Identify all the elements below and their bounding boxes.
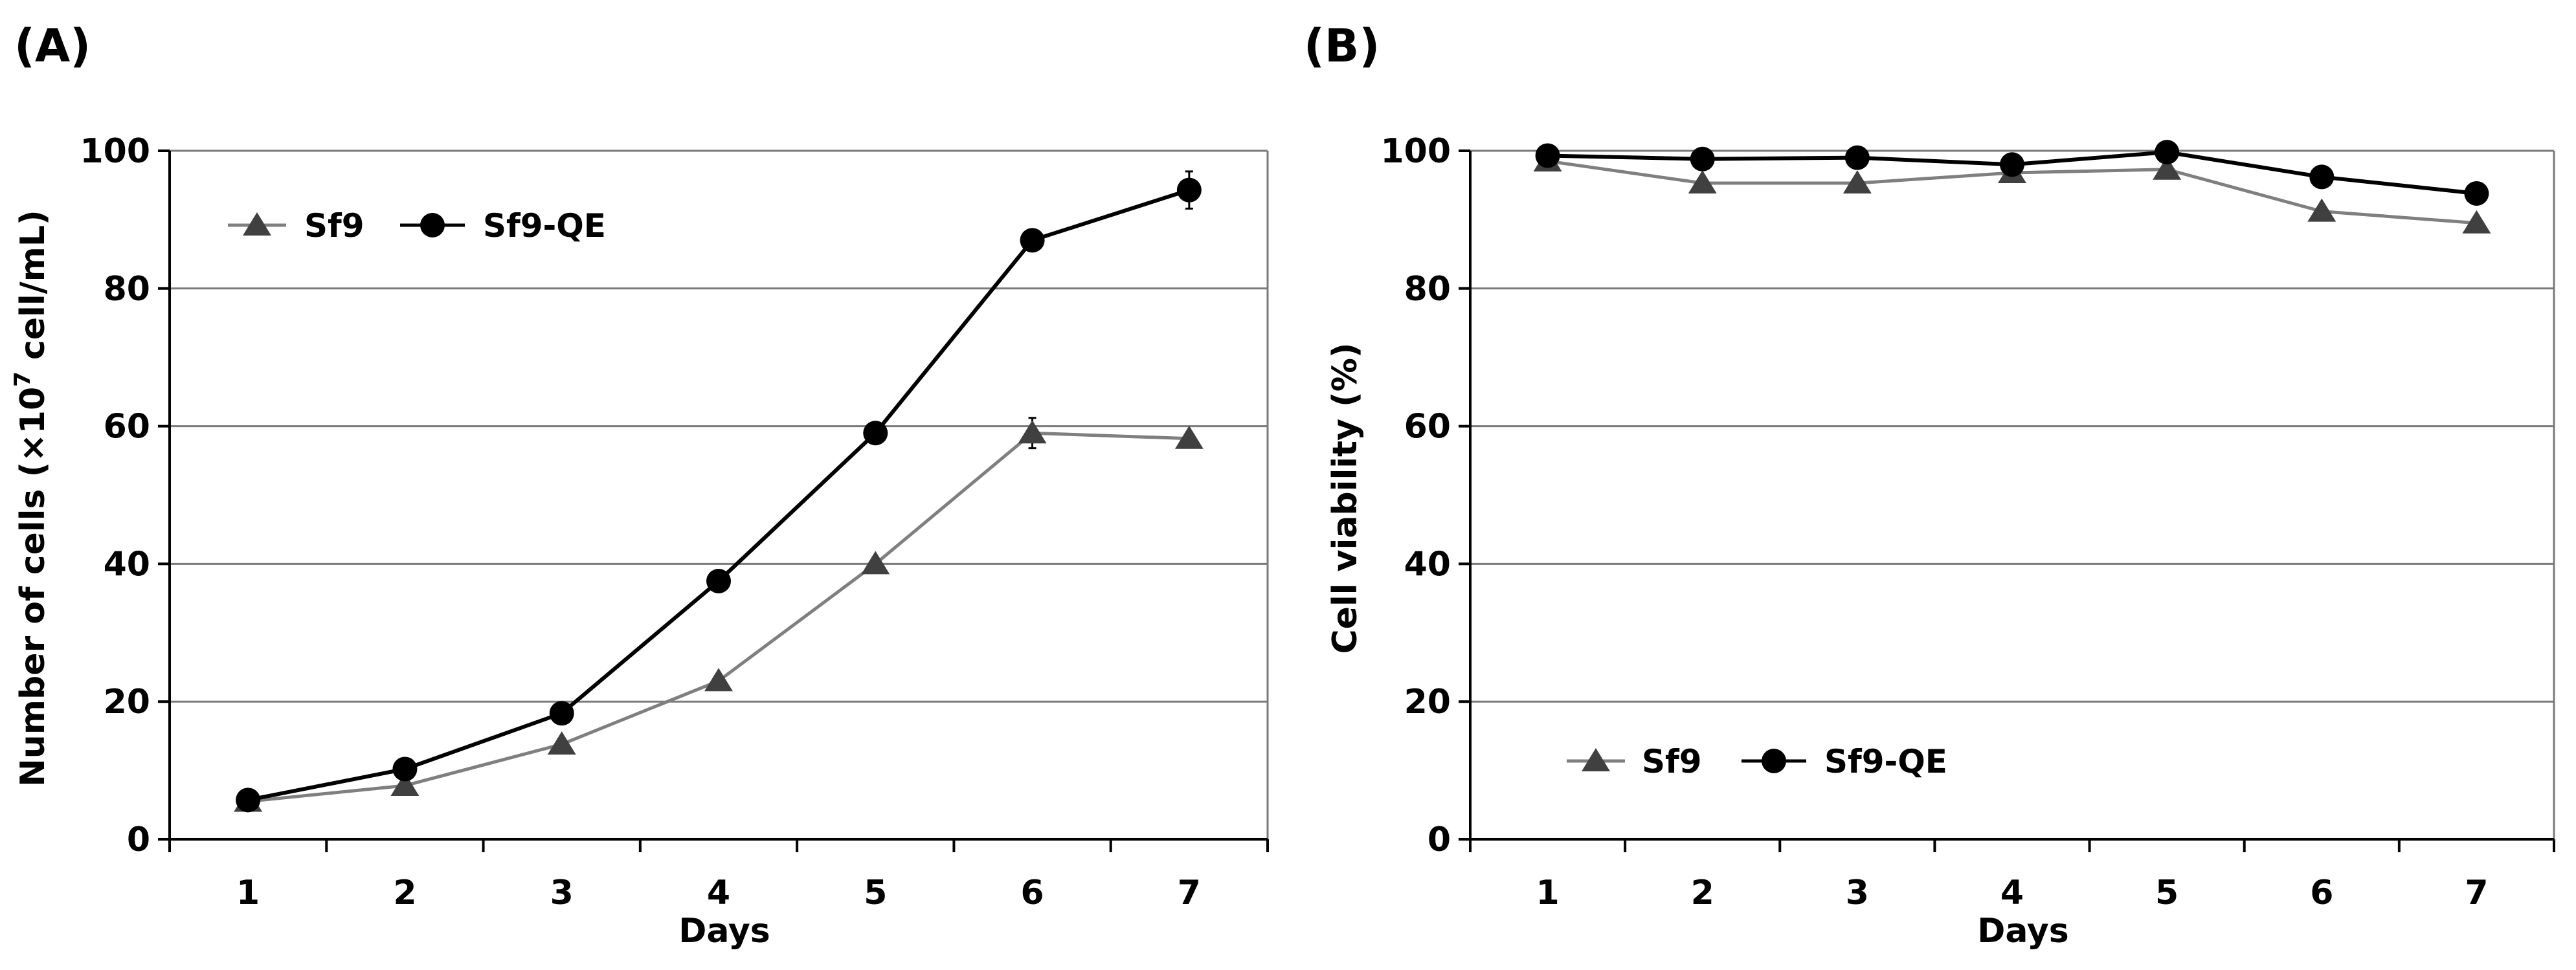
panel-b-series <box>1533 140 2491 234</box>
panel-a-x-tick-label: 7 <box>1178 874 1201 912</box>
panel-b-point-sf9qe-day-4 <box>2000 152 2024 177</box>
panel-a-point-sf9qe-day-6 <box>1020 228 1045 253</box>
panel-a-point-sf9qe-day-4 <box>706 569 731 593</box>
panel-a-point-sf9qe-day-5 <box>863 421 888 446</box>
panel-a-x-axis-title: Days <box>678 912 770 951</box>
panel-b-y-tick-label: 60 <box>1404 408 1451 446</box>
panel-b-point-sf9qe-day-1 <box>1535 143 1560 168</box>
panel-a-axes <box>158 149 1269 852</box>
panel-b-axes <box>1459 149 2555 852</box>
panel-b-x-tick-label: 5 <box>2155 874 2178 912</box>
panel-a-point-sf9qe-day-7 <box>1176 177 1202 203</box>
panel-b-x-axis-title: Days <box>1977 912 2069 951</box>
panel-a-point-sf9-day-3 <box>547 731 576 755</box>
panel-b-y-tick-label: 40 <box>1404 545 1451 584</box>
panel-a-y-tick-label: 0 <box>127 821 150 859</box>
panel-b-y-axis-title: Cell viability (%) <box>1326 342 1365 654</box>
panel-a-gridlines <box>170 149 1268 703</box>
panel-b-legend-sf9qe-label: Sf9-QE <box>1824 743 1947 780</box>
panel-a-point-sf9-day-2 <box>390 773 420 797</box>
panel-b-x-tick-label: 3 <box>1846 874 1869 912</box>
panel-b: (B) 0 20 40 60 80 100 1 2 3 4 5 6 7 Days Cell viabi… <box>1304 19 2555 951</box>
panel-a-point-sf9-day-6 <box>1018 420 1047 444</box>
panel-a-y-axis-title-exponent: 7 <box>10 371 36 387</box>
panel-b-y-tick-label: 100 <box>1380 132 1451 171</box>
panel-a-point-sf9-day-4 <box>704 668 733 692</box>
panel-b-y-tick-labels: 0 20 40 60 80 100 <box>1380 132 1451 859</box>
panel-b-point-sf9qe-day-7 <box>2464 181 2489 206</box>
panel-a-x-tick-label: 1 <box>236 874 260 912</box>
panel-b-legend-sf9-triangle-icon <box>1582 748 1610 771</box>
panel-b-x-tick-label: 1 <box>1536 874 1559 912</box>
panel-a-x-tick-label: 5 <box>864 874 887 912</box>
panel-a-series-sf9-line <box>247 431 1189 803</box>
panel-a-y-axis-title-prefix: Number of cells (×10 <box>14 387 52 787</box>
panel-a-y-tick-label: 40 <box>104 545 150 584</box>
panel-b-point-sf9-day-6 <box>2307 198 2336 222</box>
panel-b-point-sf9qe-day-5 <box>2155 140 2180 165</box>
panel-a-legend-sf9qe-label: Sf9-QE <box>483 207 606 245</box>
panel-a-x-tick-label: 4 <box>707 874 730 912</box>
panel-a-series <box>234 177 1204 813</box>
panel-b-legend-sf9-label: Sf9 <box>1642 743 1702 780</box>
panel-a-point-sf9-day-5 <box>861 551 890 575</box>
panel-b-y-axis-title-text: Cell viability (%) <box>1326 342 1365 654</box>
panel-a-x-tick-label: 3 <box>550 874 574 912</box>
panel-a-legend-sf9-label: Sf9 <box>304 207 364 245</box>
panel-a-legend-sf9-triangle-icon <box>243 212 271 236</box>
panel-a-series-sf9qe-line <box>247 188 1190 802</box>
panel-b-y-tick-label: 20 <box>1404 683 1451 722</box>
panel-a-legend: Sf9 Sf9-QE <box>228 207 606 245</box>
panel-a-label: (A) <box>14 19 91 72</box>
panel-b-x-tick-label: 4 <box>2000 874 2024 912</box>
panel-a-x-tick-labels: 1 2 3 4 5 6 7 <box>236 874 1201 912</box>
panel-a-y-tick-labels: 0 20 40 60 80 100 <box>80 132 150 859</box>
panel-b-y-tick-label: 80 <box>1404 270 1451 309</box>
panel-a-y-tick-label: 100 <box>80 132 150 171</box>
panel-a-y-axis-title: Number of cells (×107 cell/mL) <box>10 210 52 787</box>
panel-b-point-sf9-day-2 <box>1688 170 1717 194</box>
panel-b-legend-sf9qe-circle-icon <box>1762 749 1786 773</box>
panel-b-point-sf9-day-7 <box>2462 210 2491 234</box>
panel-b-legend: Sf9 Sf9-QE <box>1567 743 1947 780</box>
panel-b-point-sf9qe-day-6 <box>2309 164 2335 190</box>
panel-a-error-bars <box>244 170 1193 806</box>
panel-b-x-tick-label: 7 <box>2465 874 2488 912</box>
panel-b-point-sf9qe-day-2 <box>1690 146 1715 171</box>
panel-b-x-tick-label: 6 <box>2310 874 2333 912</box>
panel-a-point-sf9-day-7 <box>1174 425 1204 449</box>
panel-a-y-tick-label: 20 <box>104 683 150 722</box>
panel-b-label: (B) <box>1304 19 1380 72</box>
panel-a-point-sf9qe-day-3 <box>549 701 574 726</box>
panel-b-gridlines <box>1470 149 2554 703</box>
panel-a: (A) 0 20 40 60 80 100 1 2 3 4 5 6 7 Days Number of … <box>10 19 1269 951</box>
panel-b-x-tick-label: 2 <box>1691 874 1714 912</box>
panel-a-y-axis-title-suffix: cell/mL) <box>14 210 52 371</box>
panel-b-point-sf9qe-day-3 <box>1844 145 1870 170</box>
panel-a-point-sf9qe-day-1 <box>236 788 261 813</box>
panel-b-point-sf9-day-5 <box>2153 156 2182 180</box>
panel-a-x-tick-label: 2 <box>393 874 416 912</box>
panel-b-x-tick-labels: 1 2 3 4 5 6 7 <box>1536 874 2488 912</box>
panel-a-legend-sf9qe-circle-icon <box>420 213 445 237</box>
panel-a-x-tick-label: 6 <box>1020 874 1044 912</box>
panel-b-y-tick-label: 0 <box>1428 821 1451 859</box>
panel-a-point-sf9qe-day-2 <box>392 756 418 782</box>
panel-b-point-sf9-day-3 <box>1842 170 1872 194</box>
panel-a-y-tick-label: 60 <box>104 408 150 446</box>
panel-a-y-tick-label: 80 <box>104 270 150 309</box>
